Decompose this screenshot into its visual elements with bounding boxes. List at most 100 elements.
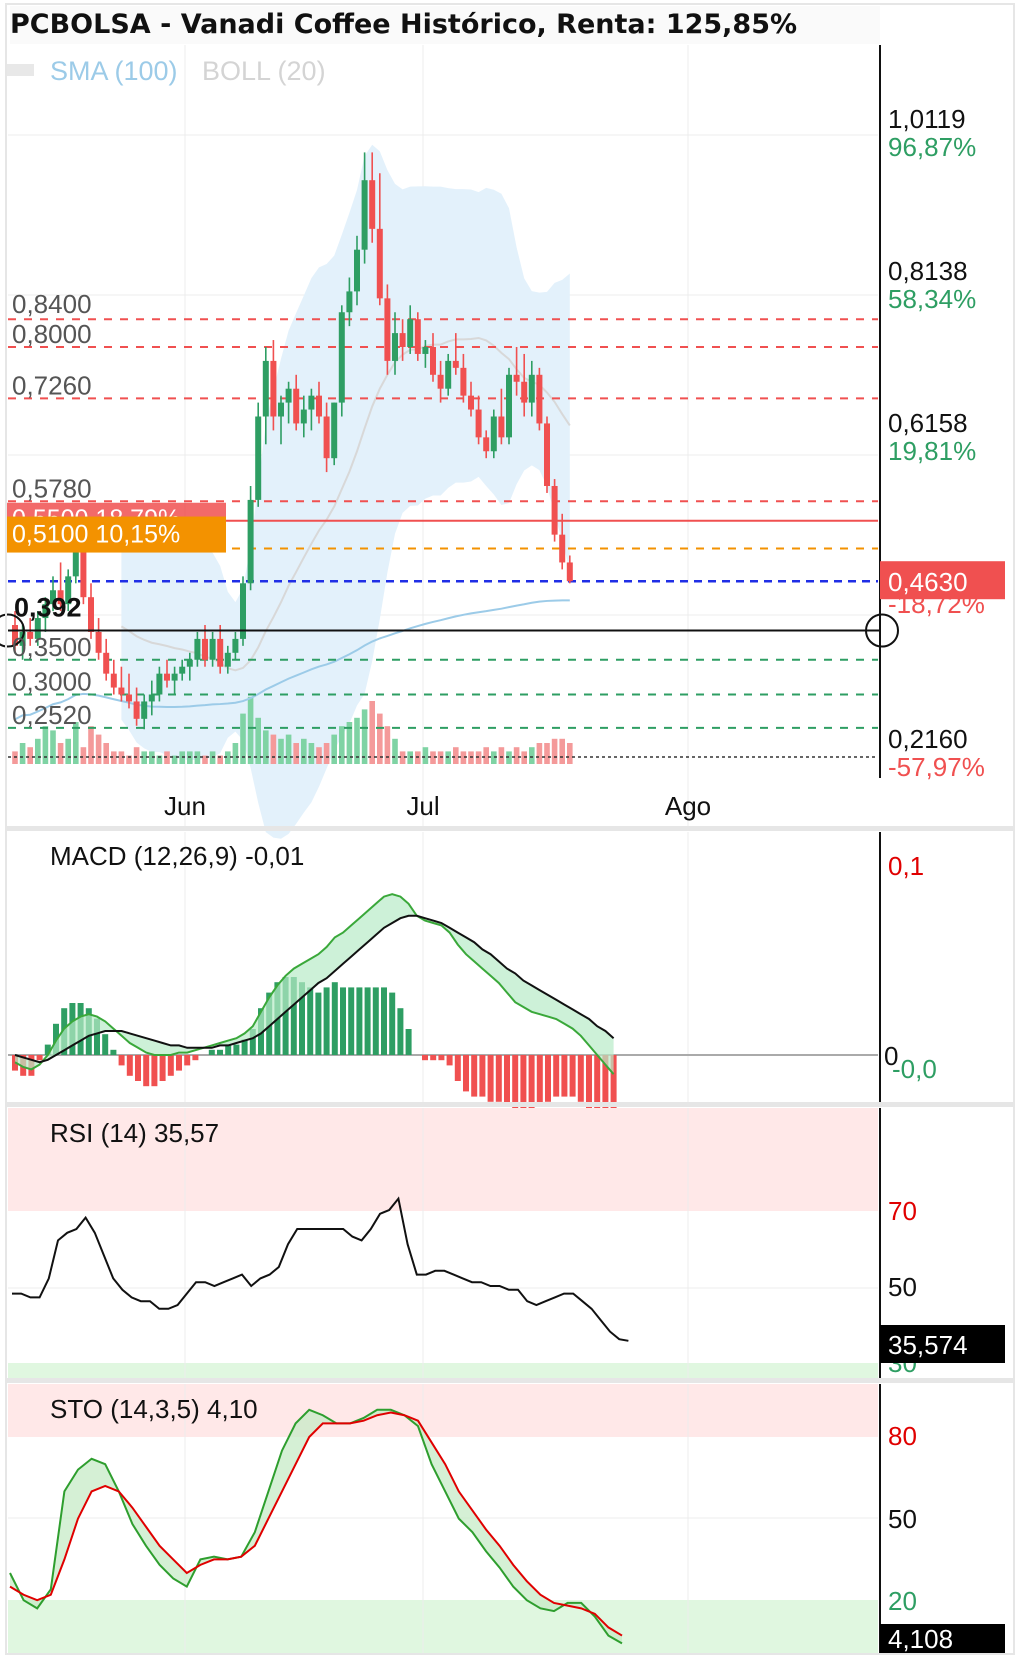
candle-body — [34, 618, 41, 639]
volume-bar — [339, 726, 345, 764]
candle-body — [262, 360, 269, 417]
volume-bar — [118, 751, 125, 764]
rsi-axis-70: 70 — [888, 1196, 917, 1226]
candle-body — [217, 638, 224, 667]
tag-5100-bg — [6, 516, 226, 553]
macd-histogram-bar — [44, 1044, 51, 1055]
axis-value-label: 1,0119 — [888, 104, 966, 134]
candle-body — [422, 347, 429, 354]
macd-histogram-bar — [569, 1055, 576, 1097]
candle-body — [369, 180, 376, 229]
candle-body — [57, 590, 64, 605]
panel-separator — [6, 826, 1014, 831]
candle-body — [483, 437, 490, 452]
candle-body — [399, 333, 406, 347]
macd-histogram-bar — [372, 987, 379, 1055]
candle-body — [202, 638, 208, 660]
candle-body — [346, 291, 353, 313]
legend-swatch — [6, 64, 34, 76]
volume-bar — [232, 743, 239, 764]
macd-histogram-bar — [217, 1049, 223, 1055]
candle-body — [430, 347, 436, 375]
macd-histogram-bar — [495, 1055, 502, 1102]
macd-histogram-bar — [438, 1055, 445, 1061]
candle-body — [156, 673, 163, 695]
rsi-oversold-zone — [8, 1363, 878, 1378]
volume-bar — [111, 751, 117, 764]
volume-bar — [536, 743, 543, 764]
chart-border — [5, 3, 1015, 1655]
volume-bar — [95, 734, 102, 764]
macd-histogram-bar — [143, 1055, 150, 1087]
candle-body — [475, 409, 482, 438]
sto-k-line — [9, 1408, 623, 1645]
macd-histogram-bar — [348, 987, 355, 1055]
candle-body — [468, 395, 474, 410]
volume-bar — [65, 738, 71, 764]
axis-value-label: 0,6158 — [888, 408, 968, 438]
volume-bar — [247, 696, 254, 764]
left-price-label: 0,3500 — [12, 632, 92, 662]
axis-pct-label: 96,87% — [888, 132, 976, 162]
month-label: Ago — [665, 791, 711, 821]
candle-body — [240, 583, 246, 639]
candle-body — [506, 374, 512, 438]
macd-histogram-bar — [364, 987, 371, 1055]
axis-pct-label: 19,81% — [888, 436, 976, 466]
volume-bar — [354, 717, 360, 764]
legend-boll: BOLL (20) — [202, 56, 326, 86]
candle-body — [27, 631, 34, 639]
volume-bar — [57, 743, 64, 764]
candle-body — [65, 576, 72, 605]
candle-body — [232, 638, 239, 653]
volume-bar — [27, 747, 33, 764]
candle-body — [498, 416, 505, 438]
candle-body — [437, 374, 444, 389]
axis-pct-label: 58,34% — [888, 284, 976, 314]
volume-bar — [369, 701, 375, 764]
candle-body — [88, 597, 94, 632]
volume-bar — [42, 726, 49, 764]
candle-body — [559, 534, 566, 563]
sto-axis-80: 80 — [888, 1421, 917, 1451]
volume-bar — [483, 747, 489, 764]
volume-bar — [430, 751, 436, 764]
month-label: Jun — [164, 791, 206, 821]
volume-bar — [399, 751, 406, 764]
macd-histogram-bar — [315, 992, 322, 1055]
macd-histogram-bar — [331, 982, 338, 1055]
candle-body — [392, 333, 398, 361]
volume-bar — [35, 738, 41, 764]
last-price-label: 0,4630 — [888, 567, 968, 597]
macd-histogram-bar — [36, 1055, 43, 1061]
macd-histogram-bar — [241, 1039, 248, 1055]
macd-histogram-bar — [110, 1049, 117, 1055]
cursor-label: 0,392 — [14, 593, 82, 623]
macd-histogram-bar — [487, 1055, 494, 1102]
macd-histogram-bar — [405, 1029, 412, 1055]
candle-body — [414, 319, 421, 354]
macd-histogram-bar — [463, 1055, 469, 1092]
candle-body — [551, 486, 558, 535]
volume-bar — [384, 726, 391, 764]
macd-histogram-bar — [594, 1055, 601, 1118]
macd-histogram-bar — [323, 987, 330, 1055]
macd-histogram-bar — [192, 1055, 199, 1061]
volume-bar — [80, 747, 87, 764]
candle-body — [490, 416, 497, 452]
sto-axis-20: 20 — [888, 1586, 917, 1616]
candle-body — [141, 701, 148, 719]
volume-bar — [377, 713, 383, 764]
candle-body — [513, 374, 520, 382]
volume-bar — [270, 734, 277, 764]
volume-bar — [498, 747, 505, 764]
candle-body — [186, 659, 193, 667]
volume-bar — [392, 738, 398, 764]
macd-histogram-bar — [167, 1055, 174, 1076]
volume-bar — [285, 734, 292, 764]
macd-histogram-bar — [94, 1018, 100, 1055]
volume-bar — [323, 743, 330, 764]
volume-bar — [73, 722, 79, 764]
